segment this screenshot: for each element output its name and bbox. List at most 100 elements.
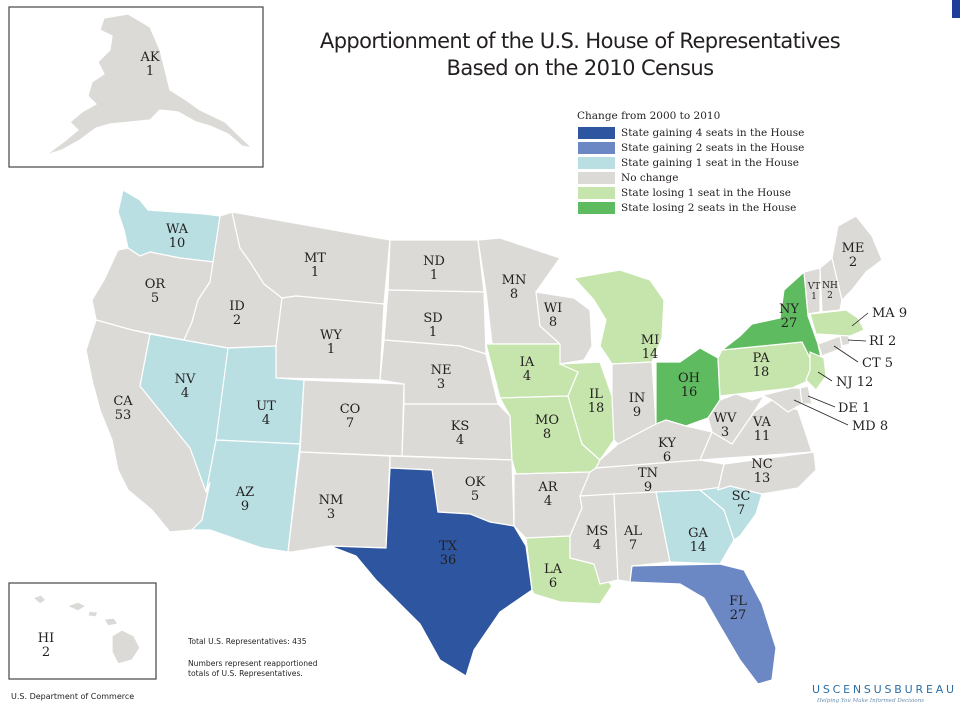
state-seats-ky: 6 [663, 450, 671, 465]
state-abbr-nv: NV [175, 372, 196, 387]
state-label-md: MD 8 [852, 419, 888, 434]
state-hi-island-4[interactable] [103, 617, 119, 627]
title-line-2: Based on the 2010 Census [446, 56, 715, 80]
census-bureau-logo: USCENSUSBUREAU [812, 683, 957, 696]
leader-line-md [793, 399, 849, 426]
state-vt[interactable] [803, 267, 821, 315]
state-abbr-az: AZ [235, 485, 254, 500]
state-label-in: IN 9 [629, 391, 646, 420]
state-abbr-sd: SD [423, 311, 442, 326]
state-abbr-ne: NE [431, 363, 452, 378]
state-label-nd: ND 1 [423, 254, 445, 283]
state-seats-ga: 14 [690, 540, 707, 555]
state-abbr-al: AL [623, 524, 642, 539]
legend-item-lose1: State losing 1 seat in the House [577, 185, 804, 200]
state-ak[interactable] [45, 13, 254, 156]
legend-item-none: No change [577, 170, 804, 185]
legend-swatch-gain2 [577, 140, 616, 155]
state-seats-ok: 5 [471, 489, 479, 504]
corner-accent-mark [952, 0, 960, 18]
state-seats-tx: 36 [440, 553, 457, 568]
state-hi-island-5[interactable] [111, 629, 141, 665]
state-abbr-wi: WI [544, 301, 563, 316]
state-tx[interactable] [329, 467, 533, 677]
state-seats-or: 5 [151, 291, 159, 306]
state-abbr-nd: ND [423, 254, 445, 269]
leader-line-nj [817, 371, 833, 382]
state-hi-island-1[interactable] [31, 594, 47, 605]
state-hi-island-3[interactable] [87, 610, 99, 618]
state-seats-in: 9 [633, 405, 641, 420]
state-label-ct: CT 5 [862, 356, 893, 371]
state-label-wa: WA 10 [166, 222, 189, 251]
state-label-mn: MN 8 [502, 273, 527, 302]
state-abbr-fl: FL [729, 594, 747, 609]
state-label-ky: KY 6 [658, 436, 676, 465]
state-fl[interactable] [629, 563, 777, 685]
state-seats-ny: 27 [781, 316, 798, 331]
department-of-commerce-label: U.S. Department of Commerce [11, 692, 135, 701]
state-seats-wv: 3 [721, 425, 729, 440]
state-seats-wi: 8 [549, 315, 557, 330]
state-ma[interactable] [809, 309, 865, 337]
state-seats-va: 11 [754, 429, 771, 444]
state-abbr-in: IN [629, 391, 646, 406]
state-seats-sc: 7 [737, 503, 745, 518]
state-label-wv: WV 3 [714, 411, 737, 440]
legend-swatch-lose1 [577, 185, 616, 200]
reapportioned-note-line-1: Numbers represent reapportioned [188, 659, 318, 668]
state-label-nh: NH 2 [822, 281, 838, 301]
state-label-ar: AR 4 [537, 480, 558, 509]
legend-label-gain4: State gaining 4 seats in the House [621, 126, 805, 139]
alaska-inset-frame [8, 6, 264, 168]
state-label-mi: MI 14 [641, 333, 659, 362]
state-seats-az: 9 [241, 499, 249, 514]
state-label-fl: FL 27 [729, 594, 747, 623]
state-nj[interactable] [805, 351, 827, 391]
state-nc[interactable] [717, 451, 817, 495]
state-label-ut: UT 4 [256, 399, 276, 428]
state-nh[interactable] [819, 256, 843, 313]
state-seats-co: 7 [346, 416, 354, 431]
legend-swatch-gain1 [577, 155, 616, 170]
state-seats-wa: 10 [169, 236, 186, 251]
state-label-vt: VT 1 [807, 282, 821, 302]
state-label-ak: AK 1 [139, 50, 159, 79]
state-label-co: CO 7 [340, 402, 361, 431]
state-abbr-pa: PA [753, 351, 771, 366]
state-label-me: ME 2 [842, 241, 865, 270]
state-seats-me: 2 [849, 255, 857, 270]
state-wv[interactable] [707, 393, 766, 445]
state-label-nc: NC 13 [751, 457, 772, 486]
state-seats-la: 6 [549, 576, 557, 591]
state-md[interactable] [751, 387, 803, 413]
reapportioned-note-line-2: totals of U.S. Representatives. [188, 669, 303, 678]
state-me[interactable] [831, 215, 883, 302]
state-wi[interactable] [535, 291, 593, 365]
state-label-ca: CA 53 [113, 394, 133, 423]
state-abbr-il: IL [589, 387, 603, 402]
state-label-ri: RI 2 [869, 334, 896, 349]
state-abbr-ny: NY [779, 302, 799, 317]
legend-label-gain1: State gaining 1 seat in the House [621, 156, 799, 169]
state-ct[interactable] [817, 335, 843, 357]
state-abbr-ut: UT [256, 399, 276, 414]
state-abbr-hi: HI [38, 631, 54, 646]
state-abbr-ia: IA [520, 355, 535, 370]
state-label-ks: KS 4 [451, 419, 470, 448]
legend-item-lose2: State losing 2 seats in the House [577, 200, 804, 215]
state-hi-island-2[interactable] [65, 601, 88, 612]
state-label-ne: NE 3 [431, 363, 452, 392]
state-label-al: AL 7 [623, 524, 642, 553]
state-seats-nd: 1 [430, 268, 438, 283]
state-label-mo: MO 8 [535, 413, 559, 442]
legend-label-lose1: State losing 1 seat in the House [621, 186, 791, 199]
map-title: Apportionment of the U.S. House of Repre… [300, 28, 860, 82]
state-label-ga: GA 14 [688, 526, 708, 555]
state-abbr-la: LA [544, 562, 563, 577]
state-seats-nh: 2 [827, 291, 833, 301]
census-bureau-tagline: Helping You Make Informed Decisions [817, 698, 925, 704]
state-abbr-oh: OH [678, 371, 700, 386]
state-abbr-mt: MT [304, 251, 326, 266]
state-label-sc: SC 7 [732, 489, 751, 518]
